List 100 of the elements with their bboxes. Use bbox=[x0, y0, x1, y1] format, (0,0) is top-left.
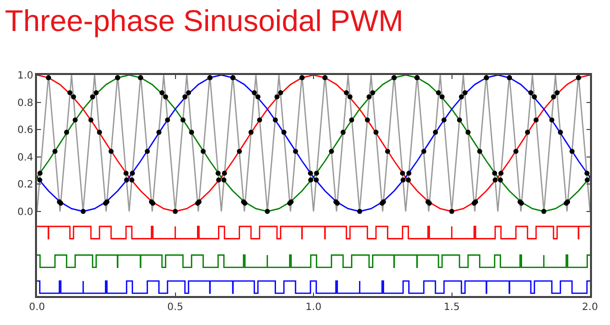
x-tick-label: 1.5 bbox=[444, 302, 460, 313]
point bbox=[163, 94, 168, 100]
x-tick-label: 0.0 bbox=[29, 302, 45, 313]
point bbox=[248, 130, 254, 135]
point bbox=[314, 170, 320, 176]
point bbox=[432, 130, 438, 135]
point bbox=[498, 178, 503, 183]
point bbox=[549, 118, 554, 123]
point bbox=[314, 178, 319, 183]
point bbox=[436, 90, 441, 96]
point bbox=[255, 94, 260, 100]
x-tick-label: 1.0 bbox=[306, 302, 322, 313]
point bbox=[64, 130, 70, 135]
point bbox=[186, 90, 192, 96]
point bbox=[308, 178, 314, 183]
point bbox=[344, 90, 349, 96]
point bbox=[466, 130, 471, 135]
point bbox=[349, 118, 354, 123]
point bbox=[80, 208, 86, 214]
point bbox=[385, 148, 390, 154]
point bbox=[551, 94, 556, 100]
y-tick-label: 0.4 bbox=[17, 152, 34, 164]
point bbox=[216, 178, 222, 183]
point bbox=[108, 148, 114, 154]
point bbox=[541, 208, 546, 214]
point bbox=[96, 130, 102, 135]
y-tick-label: 1.0 bbox=[17, 70, 34, 82]
point bbox=[165, 118, 170, 123]
point bbox=[584, 178, 590, 183]
point bbox=[37, 178, 42, 183]
x-tick-label: 0.5 bbox=[167, 302, 184, 313]
point bbox=[373, 130, 378, 135]
point bbox=[528, 90, 534, 96]
point bbox=[477, 148, 482, 154]
point bbox=[532, 94, 537, 100]
point bbox=[71, 94, 76, 100]
point bbox=[180, 118, 186, 123]
point bbox=[364, 118, 370, 123]
point bbox=[348, 94, 352, 100]
point bbox=[456, 118, 462, 123]
y-tick-label: 0.8 bbox=[17, 98, 34, 109]
point bbox=[554, 90, 560, 96]
point bbox=[90, 94, 96, 100]
point bbox=[340, 130, 346, 135]
point bbox=[257, 118, 262, 123]
x-tick-label: 2.0 bbox=[582, 302, 598, 313]
point bbox=[406, 170, 412, 176]
point bbox=[442, 118, 447, 123]
point bbox=[124, 178, 130, 183]
point bbox=[458, 94, 464, 100]
point bbox=[274, 94, 280, 100]
point bbox=[216, 170, 221, 176]
point bbox=[159, 90, 164, 96]
y-tick-label: 0.2 bbox=[17, 180, 34, 191]
point bbox=[182, 94, 188, 100]
point bbox=[144, 148, 150, 154]
point bbox=[38, 170, 43, 176]
point bbox=[94, 90, 99, 96]
point bbox=[264, 208, 270, 214]
point bbox=[357, 208, 362, 214]
point bbox=[130, 170, 135, 176]
point bbox=[222, 170, 227, 176]
point bbox=[72, 118, 78, 123]
point bbox=[558, 130, 563, 135]
point bbox=[570, 148, 575, 154]
point bbox=[236, 148, 242, 154]
point bbox=[172, 208, 178, 214]
point bbox=[124, 170, 129, 176]
point bbox=[221, 178, 226, 183]
point bbox=[525, 130, 530, 135]
point bbox=[189, 130, 194, 135]
point bbox=[293, 148, 298, 154]
point bbox=[252, 90, 257, 96]
point bbox=[129, 178, 134, 183]
point bbox=[67, 90, 72, 96]
point bbox=[281, 130, 286, 135]
point bbox=[421, 148, 426, 154]
chart-title: Three-phase Sinusoidal PWM bbox=[4, 4, 404, 38]
y-tick-label: 0.6 bbox=[17, 125, 34, 136]
y-tick-label: 0.0 bbox=[17, 206, 34, 218]
point bbox=[278, 90, 284, 96]
point bbox=[370, 90, 376, 96]
point bbox=[52, 148, 58, 154]
point bbox=[492, 178, 498, 183]
point bbox=[308, 170, 313, 176]
point bbox=[366, 94, 372, 100]
point bbox=[328, 148, 334, 154]
point bbox=[498, 170, 504, 176]
point bbox=[272, 118, 278, 123]
point bbox=[440, 94, 445, 100]
point bbox=[200, 148, 206, 154]
point bbox=[400, 170, 406, 176]
point bbox=[492, 170, 498, 176]
point bbox=[534, 118, 539, 123]
point bbox=[400, 178, 406, 183]
point bbox=[88, 118, 94, 123]
point bbox=[462, 90, 468, 96]
point bbox=[406, 178, 411, 183]
point bbox=[513, 148, 518, 154]
point bbox=[584, 170, 590, 176]
